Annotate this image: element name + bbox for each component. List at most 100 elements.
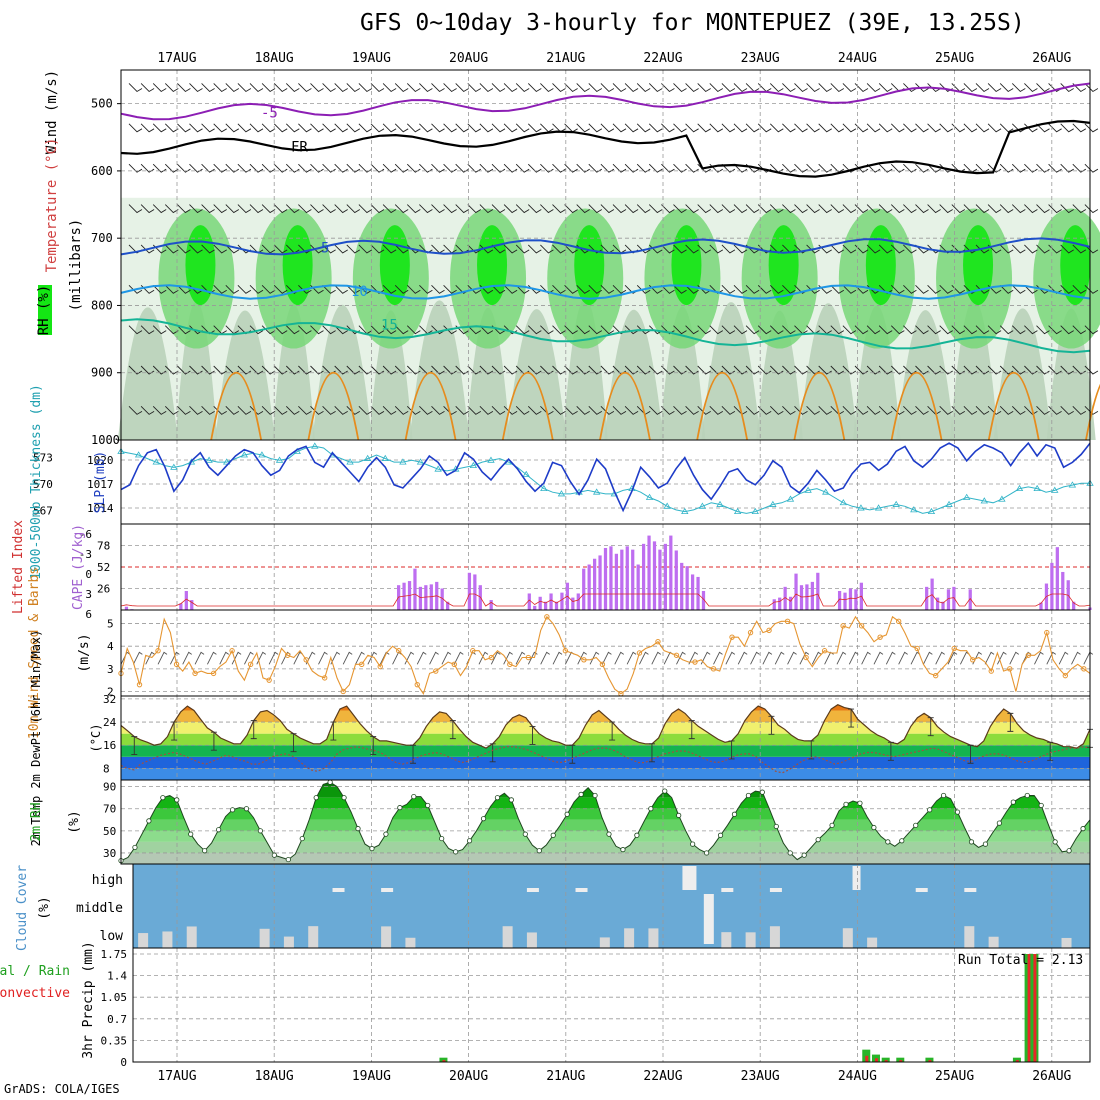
temp-minmax-bar xyxy=(848,708,855,728)
cape-bar xyxy=(805,584,809,610)
date-tick-bottom: 25AUG xyxy=(935,1069,974,1084)
wind-barb xyxy=(164,83,179,93)
cloud-high-block xyxy=(769,888,782,892)
wind-barb xyxy=(987,204,1002,214)
cape-bar xyxy=(576,593,580,610)
cloud-mid-block xyxy=(703,894,714,944)
rh-point xyxy=(1010,799,1016,805)
thickness-point xyxy=(134,451,143,458)
cloud-level-label: low xyxy=(100,929,124,944)
wind-barb xyxy=(854,163,869,173)
wind-barb xyxy=(431,163,445,173)
wind-barb xyxy=(842,83,857,93)
wind-barb xyxy=(249,163,264,173)
slp-frame xyxy=(120,439,1091,525)
wind-barb-10m xyxy=(700,651,711,665)
wind-barb xyxy=(237,204,252,214)
thickness-point xyxy=(592,488,601,495)
cloud-low-block xyxy=(502,926,513,948)
wind-barb xyxy=(830,204,845,214)
wind-barb xyxy=(225,123,240,133)
wind-barb xyxy=(903,204,917,214)
thickness-point xyxy=(434,465,442,472)
wind-barb xyxy=(467,244,482,254)
thickness-point xyxy=(311,442,319,449)
wind-barb xyxy=(249,325,264,335)
temp-minmax-bar xyxy=(967,744,974,764)
run-total-label: Run Total = 2.13 xyxy=(958,953,1083,968)
precip-total-bar xyxy=(439,1057,448,1062)
thickness-point xyxy=(716,500,724,507)
isotherm-label: 15 xyxy=(381,318,398,334)
wind-barb xyxy=(177,123,191,133)
wind-barb-10m xyxy=(478,651,489,665)
wind-barb-10m xyxy=(1058,651,1069,665)
wind-barb xyxy=(455,204,469,214)
wind-speed-point xyxy=(284,652,291,658)
wind-barb-10m xyxy=(602,651,612,665)
ylabel-pressure: (millibars) xyxy=(68,219,84,312)
ylabel-rh-2m: 2m RH xyxy=(29,802,44,841)
wind-barb xyxy=(491,244,506,254)
wind-barb-10m xyxy=(416,651,427,665)
rh-point xyxy=(703,850,710,856)
wind-barb xyxy=(612,83,627,93)
date-tick-top: 21AUG xyxy=(546,51,585,66)
wind-barb-10m xyxy=(540,651,550,665)
wind-barb xyxy=(866,83,881,93)
wind-barb xyxy=(467,365,482,375)
wind-barb xyxy=(721,365,736,375)
wind-barb xyxy=(1011,325,1026,335)
rh-point xyxy=(1024,792,1030,799)
wind-barb xyxy=(310,406,324,415)
wind-barb xyxy=(298,406,312,415)
wind-barb xyxy=(588,325,603,335)
wind-barb xyxy=(624,163,639,173)
wind-barb xyxy=(406,406,421,415)
cape-bar xyxy=(598,555,602,610)
thickness-point xyxy=(822,488,830,495)
rh-point xyxy=(146,818,152,824)
rh-point xyxy=(425,802,431,809)
wind-speed-point xyxy=(396,648,402,654)
wind-barb xyxy=(757,123,772,133)
wind-barb xyxy=(346,244,361,254)
cape-bar xyxy=(527,593,531,610)
wind-barb xyxy=(152,123,167,133)
wind-barb xyxy=(564,325,578,335)
wind-barb xyxy=(1084,123,1099,133)
wind-barb xyxy=(721,163,736,173)
ylabel-precip: 3hr Precip (mm) xyxy=(81,941,96,1058)
wind-barb xyxy=(745,406,760,415)
thickness-point xyxy=(1068,481,1077,488)
wind-barb xyxy=(515,83,530,93)
wind-barb xyxy=(1060,204,1074,214)
temp-band xyxy=(121,756,1090,769)
date-tick-top: 20AUG xyxy=(449,51,488,66)
cloud-low-block xyxy=(624,928,635,948)
isotherm-warm-arc xyxy=(210,372,263,441)
rh-bands xyxy=(121,782,1090,864)
wind-barb xyxy=(346,83,361,93)
wind-barb-10m xyxy=(194,651,205,665)
wind-speed-point xyxy=(544,614,550,620)
wind-barb xyxy=(455,163,469,173)
wind-barb-10m xyxy=(885,651,896,665)
wind-barb xyxy=(552,325,566,335)
thickness-point xyxy=(874,504,883,511)
wind-barb-10m xyxy=(145,651,155,665)
wind-barb xyxy=(261,123,276,133)
rh-shading-bright xyxy=(379,225,410,306)
wind-barb xyxy=(491,284,506,294)
wind-barb xyxy=(406,204,421,214)
wind-barb xyxy=(552,244,566,254)
wind-barb xyxy=(164,244,179,254)
date-tick-bottom: 18AUG xyxy=(255,1069,294,1084)
thickness-point xyxy=(733,507,742,515)
wind-barb xyxy=(177,163,191,173)
wind-barb xyxy=(201,123,215,133)
isotherm-warm-arc xyxy=(307,372,360,441)
wind-barb xyxy=(419,123,433,133)
wind-barb xyxy=(503,163,518,173)
wind-barb xyxy=(1024,325,1038,335)
